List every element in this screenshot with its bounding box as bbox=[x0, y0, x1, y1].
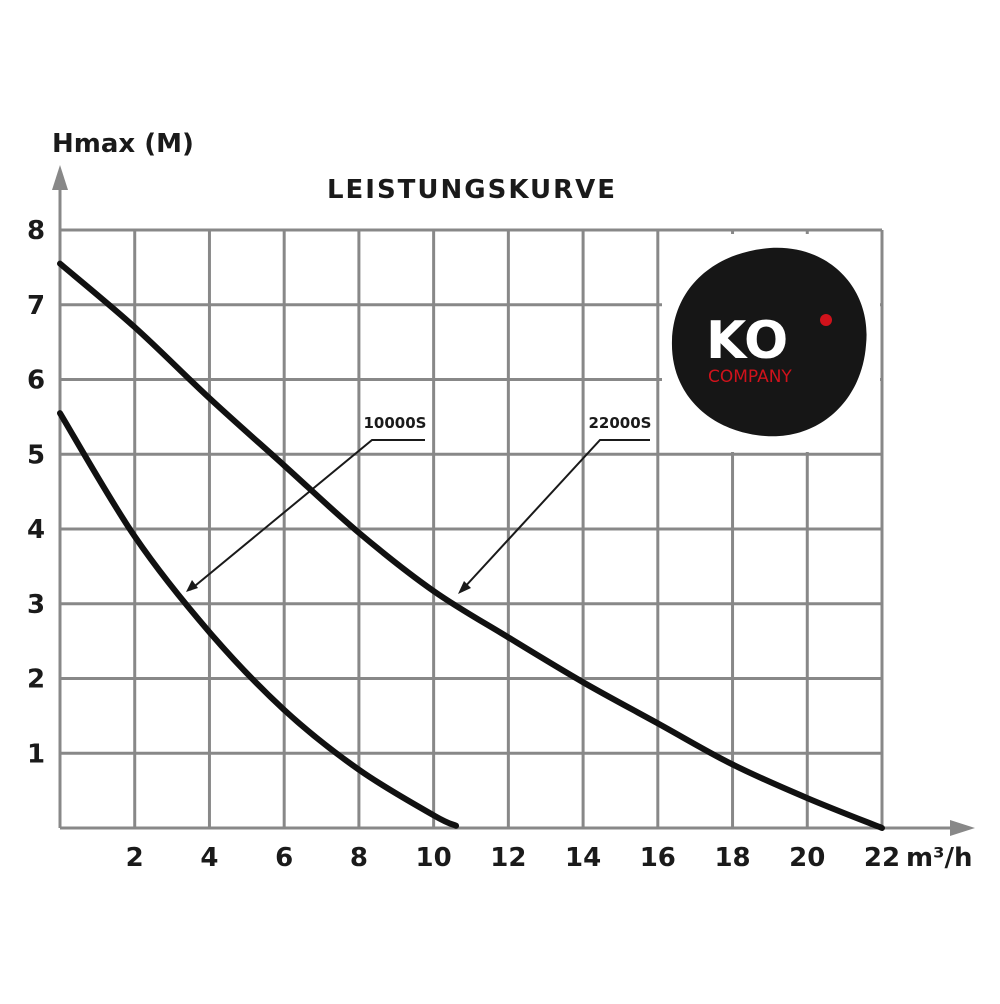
x-tick-label: 12 bbox=[490, 843, 526, 873]
x-axis-arrow bbox=[950, 820, 975, 836]
y-axis-label: Hmax (M) bbox=[52, 129, 194, 159]
series-label: 10000S bbox=[364, 414, 427, 432]
x-tick-label: 10 bbox=[416, 843, 452, 873]
grid bbox=[60, 228, 884, 828]
annotation-arrow bbox=[189, 439, 425, 591]
x-tick-label: 22 bbox=[864, 843, 900, 873]
x-axis-label: m³/h bbox=[906, 843, 973, 873]
x-tick-label: 14 bbox=[565, 843, 601, 873]
chart-title: LEISTUNGSKURVE bbox=[327, 175, 617, 205]
x-tick-label: 8 bbox=[350, 843, 368, 873]
annotations: 10000S 22000S bbox=[186, 414, 652, 594]
logo-text: KO bbox=[706, 311, 788, 371]
annotation-arrow bbox=[461, 439, 650, 591]
y-tick-label: 6 bbox=[27, 366, 45, 396]
logo: KO COMPANY bbox=[662, 234, 880, 452]
y-tick-label: 2 bbox=[27, 665, 45, 695]
series-line bbox=[57, 260, 885, 831]
y-tick-label: 8 bbox=[27, 216, 45, 246]
series-label: 22000S bbox=[589, 414, 652, 432]
x-tick-label: 16 bbox=[640, 843, 676, 873]
x-tick-label: 20 bbox=[789, 843, 825, 873]
x-tick-label: 2 bbox=[126, 843, 144, 873]
arrow-head bbox=[186, 580, 198, 592]
x-tick-label: 18 bbox=[714, 843, 750, 873]
logo-subtext: COMPANY bbox=[708, 367, 792, 387]
x-tick-label: 6 bbox=[275, 843, 293, 873]
y-axis-arrow bbox=[52, 165, 68, 190]
y-tick-label: 7 bbox=[27, 291, 45, 321]
x-tick-label: 4 bbox=[200, 843, 218, 873]
series-line bbox=[57, 410, 460, 829]
y-tick-label: 4 bbox=[27, 515, 45, 545]
y-tick-label: 5 bbox=[27, 440, 45, 470]
arrow-head bbox=[458, 581, 471, 594]
y-tick-label: 1 bbox=[27, 739, 45, 769]
logo-blob bbox=[671, 247, 867, 437]
y-tick-label: 3 bbox=[27, 590, 45, 620]
logo-dot bbox=[820, 314, 832, 326]
